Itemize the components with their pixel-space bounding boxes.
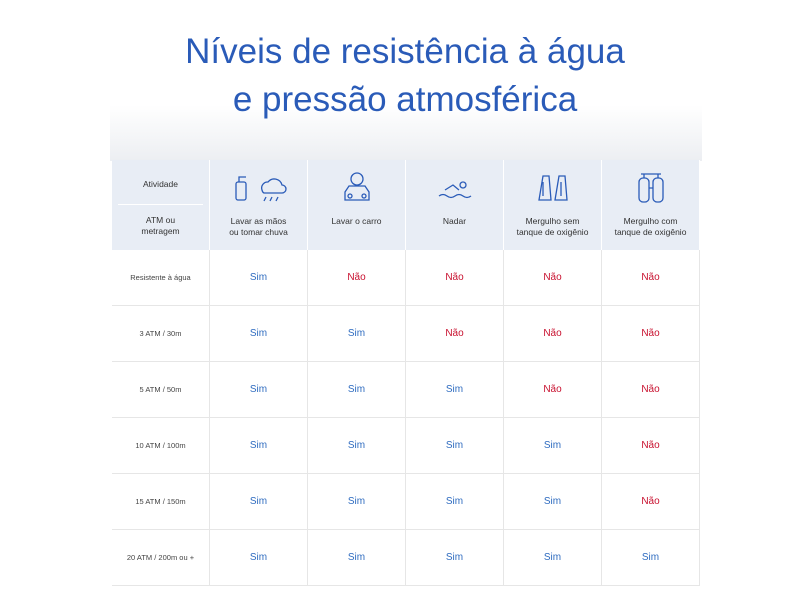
row-label: 3 ATM / 30m [112,306,210,362]
text-line: Lavar o carro [331,216,382,226]
icon-car [344,172,370,201]
cell-value: Sim [406,362,504,418]
cell-value: Não [602,474,700,530]
text-line: tanque de oxigênio [614,227,687,237]
title-line: e pressão atmosférica [232,80,578,119]
column-label: Mergulho com tanque de oxigênio [602,216,699,238]
title-line: Níveis de resistência à água [185,32,625,71]
column-label: Mergulho sem tanque de oxigênio [504,216,601,238]
cell-value: Não [406,250,504,306]
cell-value: Não [602,250,700,306]
row-label: Resistente à água [112,250,210,306]
cell-value: Não [602,306,700,362]
cell-value: Sim [210,474,308,530]
row-label: 10 ATM / 100m [112,418,210,474]
cell-value: Não [308,250,406,306]
divider [118,204,203,205]
cell-value: Sim [406,418,504,474]
cell-value: Sim [406,474,504,530]
icon-swim [438,181,472,199]
cell-value: Sim [602,530,700,586]
cell-value: Sim [406,530,504,586]
cell-value: Não [504,362,602,418]
column-label: Lavar as mãos ou tomar chuva [210,216,307,238]
text-line: Nadar [442,216,467,226]
table: Atividade ATM ou metragem Lavar as mãos ou… [112,160,700,586]
column-header: Mergulho com tanque de oxigênio [602,160,700,250]
cell-value: Sim [308,306,406,362]
cell-value: Sim [504,418,602,474]
text-line: ou tomar chuva [229,227,288,237]
icon-tanks [638,173,664,203]
corner-bottom: ATM ou metragem [112,215,209,237]
cell-value: Não [504,306,602,362]
column-header: Mergulho sem tanque de oxigênio [504,160,602,250]
background-fade [110,105,702,161]
cell-value: Sim [504,530,602,586]
column-header: Nadar [406,160,504,250]
cell-value: Não [602,362,700,418]
row-label: 15 ATM / 150m [112,474,210,530]
text-line: metragem [141,226,180,236]
cell-value: Sim [308,362,406,418]
cell-value: Sim [308,530,406,586]
text-line: Mergulho com [623,216,678,226]
cell-value: Sim [504,474,602,530]
icon-fins [538,175,568,201]
cell-value: Não [602,418,700,474]
corner-header: Atividade ATM ou metragem [112,160,210,250]
text-line: tanque de oxigênio [516,227,589,237]
cell-value: Sim [210,306,308,362]
text-line: Lavar as mãos [230,216,287,226]
column-header: Lavar as mãos ou tomar chuva [210,160,308,250]
icon-hands-rain [235,176,287,202]
column-header: Lavar o carro [308,160,406,250]
cell-value: Sim [210,418,308,474]
column-label: Lavar o carro [308,216,405,227]
title: Níveis de resistência à água e pressão a… [0,28,810,124]
text-line: Mergulho sem [525,216,580,226]
cell-value: Sim [210,362,308,418]
cell-value: Sim [210,530,308,586]
row-label: 5 ATM / 50m [112,362,210,418]
cell-value: Não [406,306,504,362]
cell-value: Sim [210,250,308,306]
cell-value: Sim [308,418,406,474]
row-label: 20 ATM / 200m ou + [112,530,210,586]
cell-value: Não [504,250,602,306]
text-line: ATM ou [145,215,176,225]
corner-top: Atividade [143,179,178,189]
cell-value: Sim [308,474,406,530]
column-label: Nadar [406,216,503,227]
